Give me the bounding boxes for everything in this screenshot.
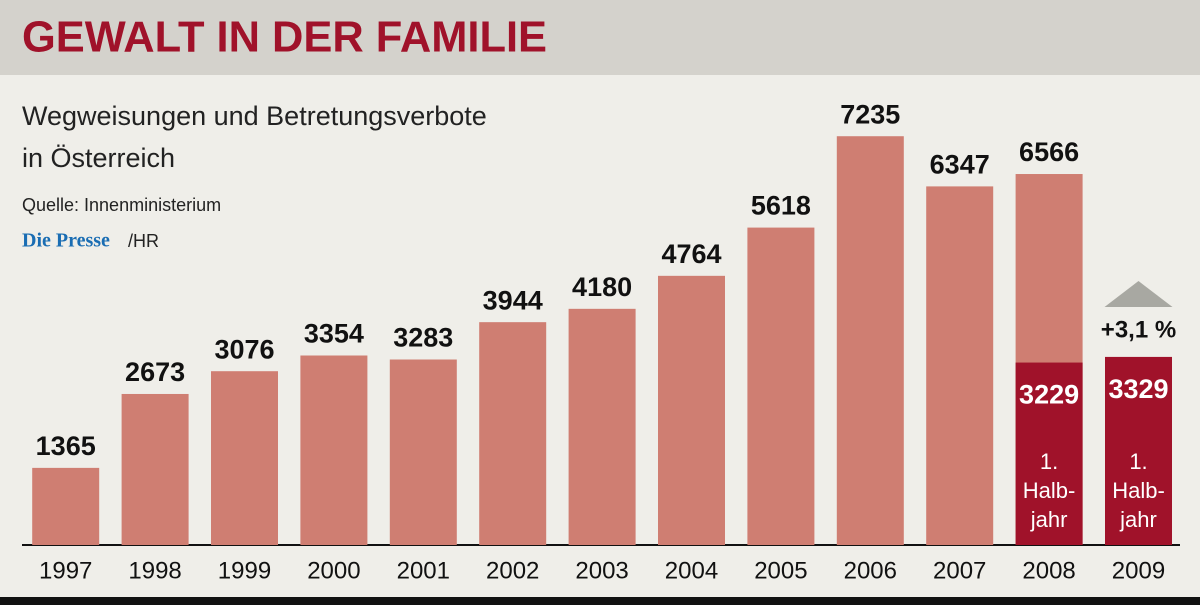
- x-tick-label: 1997: [39, 557, 92, 584]
- bar: [568, 308, 636, 545]
- x-tick-label: 2003: [575, 557, 628, 584]
- change-arrow: [1104, 281, 1173, 307]
- half-year-label: Halb-: [1023, 478, 1076, 503]
- x-tick-label: 2006: [844, 557, 897, 584]
- half-year-label: Halb-: [1112, 478, 1165, 503]
- value-label: 3944: [483, 285, 543, 315]
- footer-band: [0, 597, 1200, 605]
- half-year-label: 1.: [1040, 449, 1058, 474]
- subtitle: Wegweisungen und Betretungsverbote: [22, 101, 487, 131]
- value-label: 7235: [840, 99, 900, 129]
- x-tick-label: 2000: [307, 557, 360, 584]
- half-year-label: 1.: [1129, 449, 1147, 474]
- bar: [836, 136, 904, 545]
- credit: /HR: [128, 231, 159, 251]
- bar: [300, 355, 368, 545]
- x-tick-label: 2004: [665, 557, 718, 584]
- x-tick-label: 2001: [397, 557, 450, 584]
- x-tick-label: 2007: [933, 557, 986, 584]
- bar: [1015, 362, 1083, 545]
- x-tick-label: 2002: [486, 557, 539, 584]
- bar: [747, 227, 815, 545]
- value-label: 6566: [1019, 137, 1079, 167]
- bar: [32, 467, 100, 545]
- x-tick-label: 2009: [1112, 557, 1165, 584]
- value-label: 3076: [214, 334, 274, 364]
- subtitle: in Österreich: [22, 143, 175, 173]
- value-label: 1365: [36, 431, 96, 461]
- x-tick-label: 1999: [218, 557, 271, 584]
- bar: [211, 371, 278, 545]
- value-label: 3229: [1019, 380, 1079, 410]
- value-label: 3283: [393, 323, 453, 353]
- value-label: 2673: [125, 357, 185, 387]
- value-label: 5618: [751, 191, 811, 221]
- brand: Die Presse: [22, 230, 110, 252]
- bar: [1105, 356, 1172, 545]
- bar: [389, 359, 457, 545]
- bar: [479, 322, 547, 545]
- x-tick-label: 1998: [128, 557, 181, 584]
- bar: [658, 275, 725, 545]
- x-tick-label: 2008: [1022, 557, 1075, 584]
- value-label: 4180: [572, 272, 632, 302]
- value-label: 3329: [1108, 374, 1168, 404]
- value-label: 4764: [661, 239, 721, 269]
- header-band: [0, 0, 1200, 75]
- source: Quelle: Innenministerium: [22, 195, 221, 215]
- value-label: 6347: [930, 150, 990, 180]
- change-label: +3,1 %: [1101, 316, 1176, 343]
- x-tick-label: 2005: [754, 557, 807, 584]
- value-label: 3354: [304, 319, 364, 349]
- bar: [121, 393, 189, 545]
- bar: [926, 186, 994, 545]
- chart-title: GEWALT IN DER FAMILIE: [22, 13, 547, 62]
- half-year-label: jahr: [1030, 507, 1068, 532]
- half-year-label: jahr: [1119, 507, 1157, 532]
